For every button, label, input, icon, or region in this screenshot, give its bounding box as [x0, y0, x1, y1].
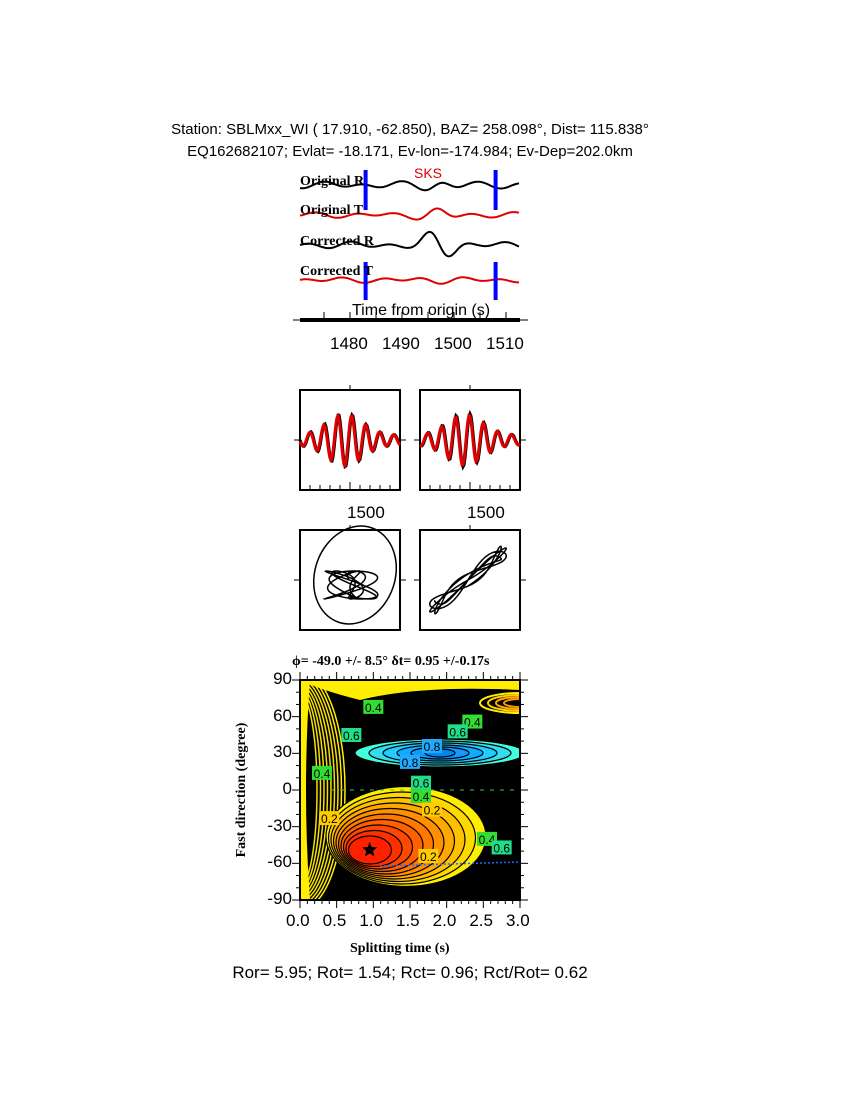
contour-label-bg: [447, 724, 468, 739]
contour-line: [503, 698, 520, 708]
trace-tick-1480: 1480: [330, 334, 368, 353]
trace-label-original-r: Original R: [300, 174, 365, 189]
y-tick-label: 0: [282, 779, 292, 798]
contour-line: [487, 694, 520, 712]
contour-label: 0.8: [402, 756, 419, 770]
contour-label: 0.4: [365, 701, 382, 715]
y-tick-label: -90: [267, 889, 292, 909]
contour-line: [379, 861, 520, 867]
trace-label-corrected-t: Corrected T: [300, 264, 373, 279]
contour-label-bg: [319, 811, 340, 826]
contour-label-bg: [410, 775, 431, 790]
contour-label: 0.4: [479, 833, 496, 847]
y-tick-label: -60: [267, 852, 292, 872]
x-tick-label: 3.0: [506, 911, 530, 930]
particle-motion: [322, 570, 379, 600]
contour-label-bg: [399, 754, 420, 769]
contour-title: ϕ= -49.0 +/- 8.5° δt= 0.95 +/-0.17s: [292, 654, 490, 669]
trace-label-original-t: Original T: [300, 203, 364, 218]
x-tick-label: 1.5: [396, 911, 420, 930]
trace-3: [299, 276, 519, 285]
y-tick-label: 60: [273, 705, 292, 725]
x-tick-label: 0.5: [322, 911, 347, 930]
x-tick-label: 2.5: [469, 911, 493, 930]
contour-label-bg: [491, 840, 512, 855]
x-tick-label: 0.0: [286, 911, 310, 930]
trace-xlabel: Time from origin (s): [352, 302, 491, 319]
contour-region: [300, 680, 520, 700]
contour-label: 0.2: [424, 804, 441, 818]
contour-label: 0.4: [464, 716, 481, 730]
contour-label-bg: [421, 802, 442, 817]
footer-ratios: Ror= 5.95; Rot= 1.54; Rct= 0.96; Rct/Rot…: [232, 963, 588, 982]
contour-line: [308, 680, 339, 900]
contour-label-bg: [341, 728, 362, 743]
trace-tick-1500: 1500: [434, 334, 472, 353]
contour-label: 0.4: [413, 790, 430, 804]
contour-xlabel: Splitting time (s): [350, 941, 450, 956]
panel-tick-left: 1500: [347, 503, 385, 522]
contour-region: [300, 680, 310, 900]
contour-ylabel: Fast direction (degree): [234, 722, 249, 858]
best-fit-star-icon: [362, 841, 378, 857]
contour-label-bg: [363, 699, 384, 714]
trace-2: [299, 230, 520, 258]
trace-1: [299, 207, 520, 221]
contour-line: [495, 696, 520, 710]
header-event: EQ162682107; Evlat= -18.171, Ev-lon=-174…: [187, 143, 633, 160]
contour-label-bg: [410, 789, 431, 804]
header-station: Station: SBLMxx_WI ( 17.910, -62.850), B…: [171, 121, 649, 138]
contour-line: [479, 692, 520, 714]
contour-label: 0.6: [449, 725, 466, 739]
waveform-t: [298, 412, 402, 469]
particle-motion: [312, 525, 398, 625]
x-tick-label: 1.0: [359, 911, 383, 930]
contour-line: [316, 680, 346, 900]
contour-line: [300, 693, 318, 887]
particle-motion: [428, 545, 508, 615]
y-tick-label: -30: [267, 815, 292, 835]
panel-tick-right: 1500: [467, 503, 505, 522]
contour-line: [300, 684, 329, 896]
contour-line: [300, 687, 325, 893]
contour-line: [300, 690, 322, 890]
contour-line: [302, 680, 336, 900]
contour-label-bg: [418, 848, 439, 863]
y-tick-label: 30: [273, 742, 292, 762]
contour-label: 0.6: [493, 841, 510, 855]
x-tick-label: 2.0: [432, 911, 457, 930]
contour-label-bg: [311, 765, 332, 780]
contour-label: 0.2: [420, 850, 437, 864]
trace-label-corrected-r: Corrected R: [300, 234, 374, 249]
contour-label: 0.4: [314, 767, 331, 781]
contour-label: 0.8: [424, 740, 441, 754]
contour-label: 0.6: [343, 729, 360, 743]
contour-label: 0.6: [413, 777, 430, 791]
contour-label: 0.2: [321, 812, 338, 826]
waveform-t: [419, 413, 522, 467]
phase-label: SKS: [414, 165, 443, 181]
trace-tick-1490: 1490: [382, 334, 420, 353]
y-tick-label: 90: [273, 669, 292, 688]
contour-plot: 0.40.40.6 0.60.80.80.40.60.40.20.20.40.60…: [292, 672, 528, 908]
panel-frame: [419, 529, 521, 631]
trace-0: [299, 180, 520, 192]
contour-label-bg: [421, 739, 442, 754]
trace-tick-1510: 1510: [486, 334, 524, 353]
panel-frame: [419, 389, 521, 491]
